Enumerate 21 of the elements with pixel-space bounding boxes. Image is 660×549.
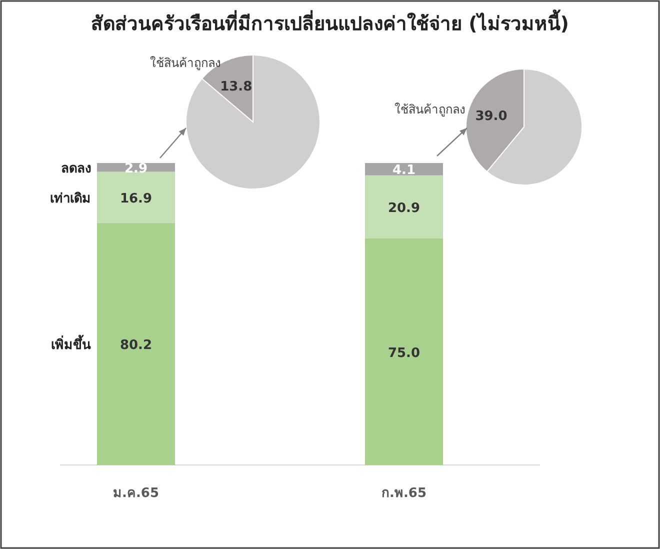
chart-title: สัดส่วนครัวเรือนที่มีการเปลี่ยนแปลงค่าใช้จ่าย (ไม่รวมหนี้) <box>91 9 569 35</box>
series-label: ลดลง <box>61 161 91 176</box>
data-label: 16.9 <box>120 191 152 206</box>
x-tick-label: ก.พ.65 <box>382 486 426 501</box>
slice-label: ใช้สินค้าถูกลง <box>150 56 221 72</box>
bar <box>97 172 175 223</box>
data-label: 13.8 <box>220 80 252 95</box>
data-label: 80.2 <box>120 338 152 353</box>
data-label: 75.0 <box>388 346 420 361</box>
data-label: 39.0 <box>475 109 508 124</box>
data-label: 2.9 <box>124 161 148 176</box>
series-label: เท่าเดิม <box>50 191 91 206</box>
bar <box>97 222 175 465</box>
data-label: 20.9 <box>388 200 420 216</box>
data-label: 4.1 <box>392 163 416 178</box>
series-label: เพิ่มขึ้น <box>51 334 91 353</box>
x-tick-label: ม.ค.65 <box>113 486 159 501</box>
bar <box>365 163 443 176</box>
bar <box>365 238 443 465</box>
slice-label: ใช้สินค้าถูกลง <box>394 102 466 118</box>
bar <box>365 175 443 238</box>
